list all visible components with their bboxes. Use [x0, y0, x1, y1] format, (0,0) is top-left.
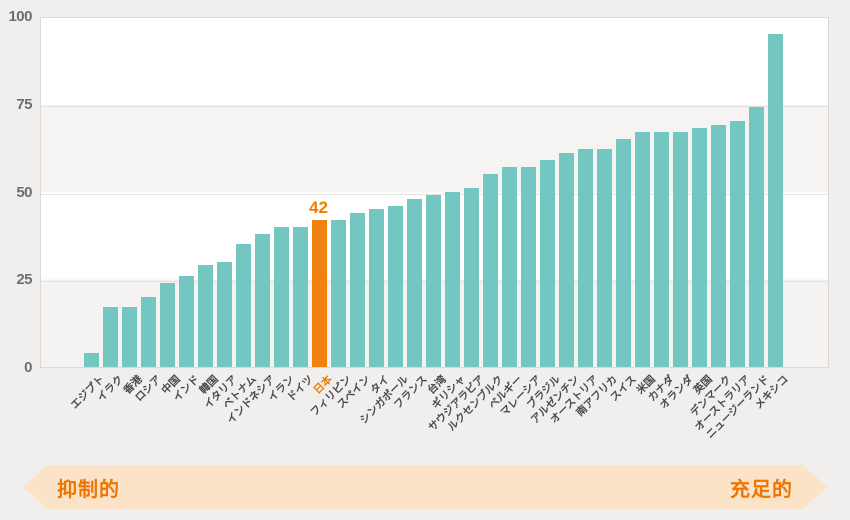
bar: [502, 166, 517, 367]
bar: [445, 191, 460, 367]
bar: [160, 282, 175, 367]
bar: [141, 296, 156, 367]
bar: [331, 219, 346, 367]
bar: [483, 173, 498, 367]
bar: [293, 226, 308, 367]
y-axis-tick-label: 25: [16, 271, 32, 289]
bar: [274, 226, 289, 367]
bar: [198, 265, 213, 367]
gridline: [41, 193, 828, 195]
y-axis-tick-label: 100: [8, 8, 32, 25]
bar: [103, 307, 118, 367]
bar: [179, 275, 194, 367]
bar: [711, 124, 726, 367]
bar: [578, 149, 593, 367]
bar: [635, 131, 650, 367]
bar: [388, 205, 403, 367]
bar: [255, 233, 270, 367]
bar: [749, 107, 764, 367]
bar: [692, 128, 707, 367]
bar: [768, 33, 783, 367]
bar: [426, 195, 441, 367]
bar-highlight-japan: [312, 219, 327, 367]
highlight-value-label: 42: [309, 197, 328, 217]
bar: [730, 121, 745, 367]
bar: [540, 159, 555, 367]
plot-area: [40, 17, 829, 368]
y-axis-tick-label: 0: [24, 359, 32, 376]
y-axis-tick-label: 75: [16, 95, 32, 113]
bar: [464, 188, 479, 367]
bar: [654, 131, 669, 367]
bar: [84, 352, 99, 367]
scale-right-label: 充足的: [730, 478, 793, 501]
bar: [407, 198, 422, 367]
scale-left-label: 抑制的: [57, 478, 120, 501]
bar: [616, 138, 631, 367]
bar: [673, 131, 688, 367]
bar: [122, 307, 137, 367]
scale-banner: 抑制的 充足的: [23, 465, 827, 509]
bar: [350, 212, 365, 367]
bar: [559, 152, 574, 367]
gridline: [41, 105, 828, 107]
y-axis-tick-label: 50: [16, 183, 32, 201]
bar: [521, 166, 536, 367]
bar: [236, 244, 251, 367]
bar: [369, 209, 384, 367]
bar: [597, 149, 612, 367]
bar: [217, 261, 232, 367]
